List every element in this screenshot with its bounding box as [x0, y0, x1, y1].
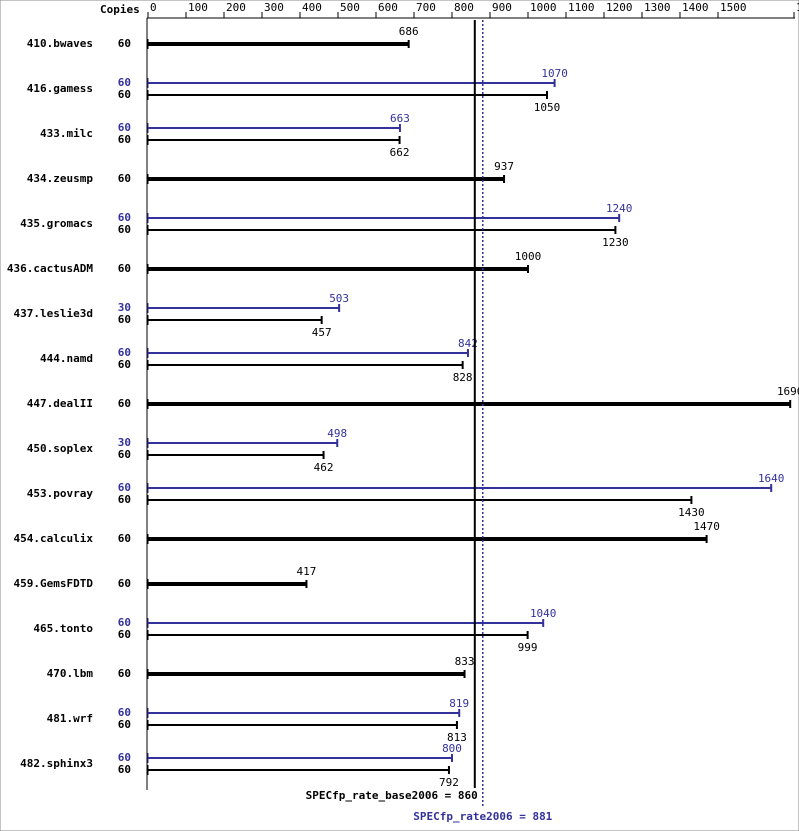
- value-label: 999: [518, 641, 538, 654]
- x-tick-label: 800: [454, 1, 474, 14]
- copies-label: 60: [118, 346, 131, 359]
- copies-label: 60: [118, 262, 131, 275]
- benchmark-label: 453.povray: [27, 487, 94, 500]
- value-label: 1470: [693, 520, 720, 533]
- reference-label: SPECfp_rate2006 = 881: [413, 810, 552, 823]
- x-tick-label: 1200: [606, 1, 633, 14]
- copies-label: 60: [118, 763, 131, 776]
- copies-label: 60: [118, 532, 131, 545]
- benchmark-label: 437.leslie3d: [14, 307, 93, 320]
- value-label: 800: [442, 742, 462, 755]
- value-label: 1070: [541, 67, 568, 80]
- copies-label: 60: [118, 706, 131, 719]
- copies-label: 60: [118, 493, 131, 506]
- copies-label: 60: [118, 172, 131, 185]
- benchmark-label: 481.wrf: [47, 712, 93, 725]
- x-tick-label: 1400: [682, 1, 709, 14]
- copies-label: 60: [118, 121, 131, 134]
- benchmark-label: 433.milc: [40, 127, 93, 140]
- copies-label: 60: [118, 211, 131, 224]
- benchmark-label: 436.cactusADM: [7, 262, 93, 275]
- copies-label: 60: [118, 481, 131, 494]
- x-tick-label: 400: [302, 1, 322, 14]
- value-label: 1240: [606, 202, 633, 215]
- value-label: 663: [390, 112, 410, 125]
- benchmark-label: 410.bwaves: [27, 37, 93, 50]
- value-label: 1690: [777, 385, 799, 398]
- copies-label: 30: [118, 301, 131, 314]
- copies-header: Copies: [100, 3, 140, 16]
- copies-label: 60: [118, 718, 131, 731]
- copies-label: 60: [118, 577, 131, 590]
- benchmark-label: 444.namd: [40, 352, 93, 365]
- value-label: 1230: [602, 236, 629, 249]
- value-label: 1050: [534, 101, 561, 114]
- copies-label: 60: [118, 76, 131, 89]
- benchmark-label: 416.gamess: [27, 82, 93, 95]
- value-label: 1430: [678, 506, 705, 519]
- x-tick-label: 1300: [644, 1, 671, 14]
- copies-label: 60: [118, 88, 131, 101]
- value-label: 828: [453, 371, 473, 384]
- x-tick-label: 1500: [720, 1, 747, 14]
- value-label: 1040: [530, 607, 557, 620]
- copies-label: 30: [118, 436, 131, 449]
- x-tick-label: 200: [226, 1, 246, 14]
- reference-label: SPECfp_rate_base2006 = 860: [306, 789, 478, 802]
- benchmark-label: 435.gromacs: [20, 217, 93, 230]
- copies-label: 60: [118, 667, 131, 680]
- value-label: 833: [455, 655, 475, 668]
- benchmark-label: 454.calculix: [14, 532, 94, 545]
- x-tick-label: 0: [150, 1, 157, 14]
- value-label: 498: [327, 427, 347, 440]
- copies-label: 60: [118, 448, 131, 461]
- x-tick-label: 900: [492, 1, 512, 14]
- benchmark-label: 470.lbm: [47, 667, 94, 680]
- value-label: 662: [390, 146, 410, 159]
- value-label: 417: [297, 565, 317, 578]
- value-label: 686: [399, 25, 419, 38]
- copies-label: 60: [118, 751, 131, 764]
- value-label: 457: [312, 326, 332, 339]
- copies-label: 60: [118, 628, 131, 641]
- x-tick-label: 300: [264, 1, 284, 14]
- value-label: 813: [447, 731, 467, 744]
- benchmark-label: 447.dealII: [27, 397, 93, 410]
- benchmark-label: 482.sphinx3: [20, 757, 93, 770]
- value-label: 1000: [515, 250, 542, 263]
- copies-label: 60: [118, 616, 131, 629]
- x-tick-label: 1700: [796, 1, 799, 14]
- value-label: 937: [494, 160, 514, 173]
- copies-label: 60: [118, 313, 131, 326]
- x-tick-label: 1100: [568, 1, 595, 14]
- copies-label: 60: [118, 223, 131, 236]
- value-label: 462: [314, 461, 334, 474]
- copies-label: 60: [118, 358, 131, 371]
- copies-label: 60: [118, 37, 131, 50]
- x-tick-label: 100: [188, 1, 208, 14]
- value-label: 842: [458, 337, 478, 350]
- value-label: 792: [439, 776, 459, 789]
- copies-label: 60: [118, 133, 131, 146]
- x-tick-label: 600: [378, 1, 398, 14]
- value-label: 819: [449, 697, 469, 710]
- x-tick-label: 500: [340, 1, 360, 14]
- value-label: 503: [329, 292, 349, 305]
- value-label: 1640: [758, 472, 785, 485]
- benchmark-label: 459.GemsFDTD: [14, 577, 94, 590]
- copies-label: 60: [118, 397, 131, 410]
- benchmark-label: 450.soplex: [27, 442, 94, 455]
- x-tick-label: 1000: [530, 1, 557, 14]
- x-tick-label: 700: [416, 1, 436, 14]
- benchmark-label: 434.zeusmp: [27, 172, 94, 185]
- benchmark-label: 465.tonto: [33, 622, 93, 635]
